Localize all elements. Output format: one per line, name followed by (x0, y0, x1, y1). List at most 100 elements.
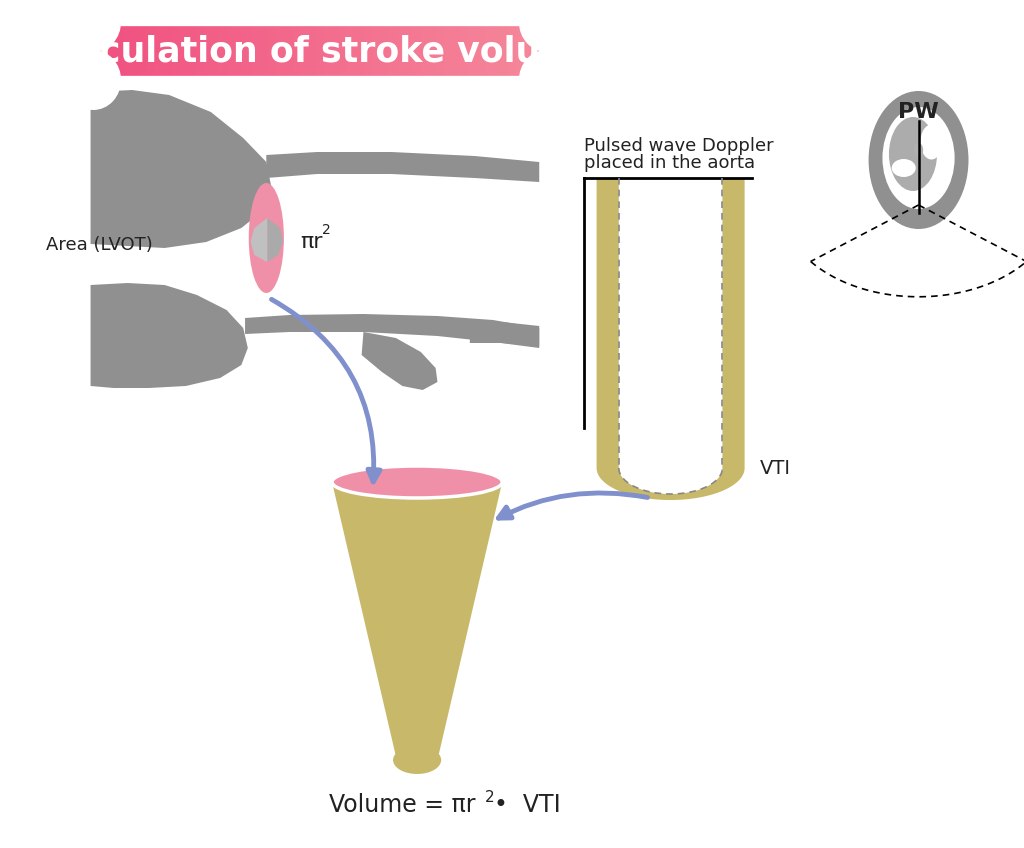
Text: πr: πr (301, 232, 323, 252)
Bar (411, 22, 416, 80)
Bar (158, 22, 162, 80)
Bar (319, 22, 325, 80)
Ellipse shape (393, 746, 441, 774)
Bar (297, 22, 302, 80)
Bar (271, 22, 275, 80)
Ellipse shape (921, 125, 942, 159)
Polygon shape (245, 314, 540, 348)
Bar (109, 22, 113, 80)
Bar (471, 22, 476, 80)
Circle shape (519, 50, 574, 110)
Bar (444, 22, 450, 80)
Bar (93, 22, 98, 80)
Bar (218, 22, 222, 80)
Bar (357, 22, 362, 80)
Bar (324, 22, 329, 80)
Text: Volume = πr: Volume = πr (330, 793, 476, 817)
Bar (241, 22, 246, 80)
Bar (124, 22, 128, 80)
Bar (127, 22, 132, 80)
Bar (449, 22, 454, 80)
Bar (263, 22, 268, 80)
Circle shape (66, 0, 121, 52)
Bar (191, 22, 197, 80)
Bar (120, 22, 125, 80)
Bar (162, 22, 166, 80)
Bar (256, 22, 260, 80)
Bar (437, 22, 441, 80)
Bar (233, 22, 238, 80)
Bar (494, 22, 499, 80)
Bar (361, 22, 367, 80)
Bar (173, 22, 177, 80)
Bar (489, 22, 495, 80)
Bar (199, 22, 204, 80)
Bar (482, 22, 487, 80)
Bar (101, 22, 105, 80)
Bar (113, 22, 117, 80)
Bar (138, 22, 143, 80)
Bar (104, 22, 110, 80)
Polygon shape (90, 90, 271, 248)
Bar (531, 22, 537, 80)
Bar (248, 22, 253, 80)
Bar (150, 22, 155, 80)
Bar (316, 22, 321, 80)
Polygon shape (332, 482, 502, 760)
Bar (354, 22, 358, 80)
Bar (97, 22, 101, 80)
FancyArrowPatch shape (499, 493, 647, 518)
Circle shape (66, 50, 121, 110)
Bar (252, 22, 257, 80)
Bar (225, 22, 230, 80)
Polygon shape (251, 218, 267, 262)
Bar (184, 22, 188, 80)
Text: Area (LVOT): Area (LVOT) (46, 236, 153, 254)
Bar (415, 22, 419, 80)
Bar (196, 22, 200, 80)
Ellipse shape (868, 91, 969, 229)
Bar (381, 22, 385, 80)
Bar (245, 22, 249, 80)
Bar (543, 22, 548, 80)
Bar (237, 22, 242, 80)
Bar (165, 22, 170, 80)
Bar (312, 22, 317, 80)
Bar (176, 22, 181, 80)
Bar (214, 22, 219, 80)
Bar (259, 22, 264, 80)
Polygon shape (470, 322, 540, 346)
Bar (207, 22, 211, 80)
Bar (539, 22, 544, 80)
Polygon shape (267, 218, 283, 262)
Text: •  VTI: • VTI (494, 793, 561, 817)
Bar (460, 22, 465, 80)
Bar (377, 22, 381, 80)
Bar (464, 22, 468, 80)
Bar (373, 22, 378, 80)
Bar (116, 22, 121, 80)
Bar (475, 22, 479, 80)
Bar (478, 22, 483, 80)
Bar (527, 22, 532, 80)
Bar (429, 22, 434, 80)
Text: PW: PW (898, 102, 939, 122)
Bar (180, 22, 185, 80)
Bar (142, 22, 147, 80)
Bar (131, 22, 136, 80)
Bar (286, 22, 291, 80)
Bar (388, 22, 392, 80)
Bar (399, 22, 404, 80)
Bar (395, 22, 400, 80)
Bar (453, 22, 457, 80)
Bar (426, 22, 430, 80)
Bar (524, 22, 528, 80)
Bar (283, 22, 287, 80)
Bar (422, 22, 427, 80)
Bar (290, 22, 295, 80)
Bar (502, 22, 506, 80)
Bar (279, 22, 283, 80)
Text: Pulsed wave Doppler: Pulsed wave Doppler (584, 137, 773, 155)
Bar (418, 22, 423, 80)
Ellipse shape (913, 143, 924, 157)
